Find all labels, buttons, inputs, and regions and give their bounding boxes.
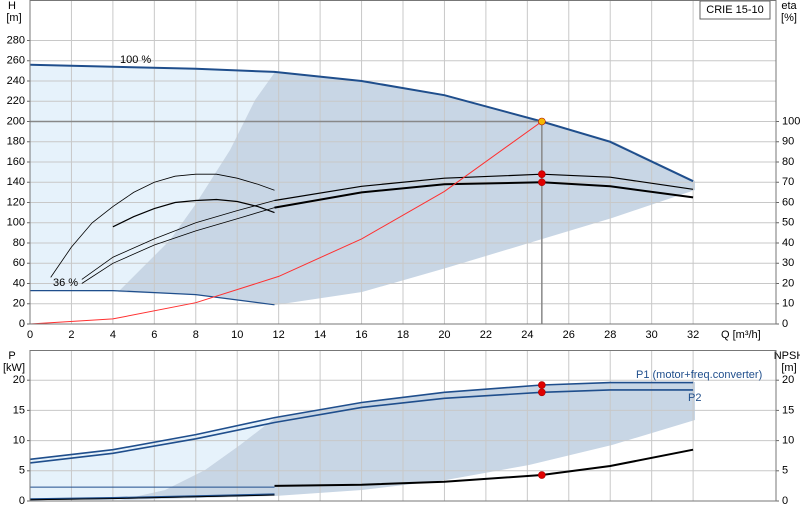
range-area-light xyxy=(30,66,275,292)
x-tick-label: 28 xyxy=(604,329,616,341)
x-tick-label: 4 xyxy=(110,329,116,341)
x-tick-label: 30 xyxy=(646,329,658,341)
y2-tick-label: 60 xyxy=(782,196,794,208)
curve-label: P2 xyxy=(688,392,701,404)
curve xyxy=(29,493,275,501)
y-axis-unit: [m] xyxy=(6,12,21,24)
y-tick-label: 260 xyxy=(7,55,25,67)
y-tick-label: 160 xyxy=(7,156,25,168)
y2-tick-label: 80 xyxy=(782,156,794,168)
y2-tick-label: 0 xyxy=(782,495,788,507)
y-tick-label: 180 xyxy=(7,136,25,148)
y-tick-label: 5 xyxy=(19,465,25,477)
x-tick-label: 16 xyxy=(355,329,367,341)
y-tick-label: 20 xyxy=(13,298,25,310)
y2-tick-label: 5 xyxy=(782,465,788,477)
x-tick-label: 0 xyxy=(27,329,33,341)
curve xyxy=(29,121,543,325)
y-axis-label: P xyxy=(8,350,15,362)
y2-tick-label: 50 xyxy=(782,217,794,229)
y2-tick-label: 100 xyxy=(782,115,800,127)
y-tick-label: 0 xyxy=(19,318,25,330)
y2-tick-label: 20 xyxy=(782,374,794,386)
duty-point xyxy=(538,381,546,389)
curve xyxy=(81,207,275,284)
y-tick-label: 60 xyxy=(13,257,25,269)
range-area-light xyxy=(30,418,275,500)
x-tick-label: 24 xyxy=(521,329,533,341)
curve xyxy=(81,200,275,280)
y2-tick-label: 40 xyxy=(782,237,794,249)
curve xyxy=(274,448,694,487)
y-tick-label: 280 xyxy=(7,34,25,46)
y2-tick-label: 90 xyxy=(782,136,794,148)
plot-frame xyxy=(29,0,777,325)
y-tick-label: 100 xyxy=(7,217,25,229)
y2-tick-label: 70 xyxy=(782,176,794,188)
y2-axis-unit: [m] xyxy=(781,362,796,374)
x-tick-label: 6 xyxy=(151,329,157,341)
x-tick-label: 22 xyxy=(480,329,492,341)
curve-label: 100 % xyxy=(120,54,151,66)
y-tick-label: 40 xyxy=(13,277,25,289)
y-axis-unit: [kW] xyxy=(3,362,25,374)
y-tick-label: 80 xyxy=(13,237,25,249)
y-tick-label: 240 xyxy=(7,75,25,87)
y2-tick-label: 10 xyxy=(782,435,794,447)
plot-frame xyxy=(29,350,777,502)
x-tick-label: 12 xyxy=(273,329,285,341)
y-tick-label: 220 xyxy=(7,95,25,107)
x-tick-label: 20 xyxy=(438,329,450,341)
y-tick-label: 10 xyxy=(13,435,25,447)
duty-point xyxy=(538,117,546,126)
y2-axis-label: eta xyxy=(781,0,797,12)
y2-axis-unit: [%] xyxy=(781,12,797,24)
curve xyxy=(274,173,694,202)
duty-point xyxy=(538,471,546,479)
y-tick-label: 15 xyxy=(13,404,25,416)
duty-point xyxy=(538,170,546,178)
x-tick-label: 14 xyxy=(314,329,326,341)
curve xyxy=(29,381,694,461)
x-tick-label: 2 xyxy=(68,329,74,341)
curve xyxy=(29,63,694,183)
x-tick-label: 18 xyxy=(397,329,409,341)
y-tick-label: 20 xyxy=(13,374,25,386)
curve xyxy=(274,181,694,209)
duty-point xyxy=(538,178,546,187)
x-tick-label: 26 xyxy=(563,329,575,341)
curve xyxy=(50,173,275,278)
y2-tick-label: 30 xyxy=(782,257,794,269)
curve xyxy=(29,389,694,464)
y-tick-label: 140 xyxy=(7,176,25,188)
x-tick-label: 32 xyxy=(687,329,699,341)
x-tick-label: 8 xyxy=(193,329,199,341)
y2-tick-label: 20 xyxy=(782,277,794,289)
curve xyxy=(29,494,275,501)
curve xyxy=(112,198,275,228)
y-tick-label: 120 xyxy=(7,196,25,208)
y2-tick-label: 15 xyxy=(782,404,794,416)
chart-title: CRIE 15-10 xyxy=(706,4,763,16)
y2-tick-label: 10 xyxy=(782,298,794,310)
y2-axis-label: NPSH xyxy=(774,350,800,362)
curve-label: P1 (motor+freq.converter) xyxy=(636,369,762,381)
curve-label: 36 % xyxy=(53,277,78,289)
y-tick-label: 0 xyxy=(19,495,25,507)
x-axis-label: Q [m³/h] xyxy=(721,329,761,341)
y-axis-label: H xyxy=(8,0,16,12)
duty-point xyxy=(538,388,546,397)
curve xyxy=(30,290,275,306)
x-tick-label: 10 xyxy=(231,329,243,341)
y2-tick-label: 0 xyxy=(782,318,788,330)
y-tick-label: 200 xyxy=(7,115,25,127)
